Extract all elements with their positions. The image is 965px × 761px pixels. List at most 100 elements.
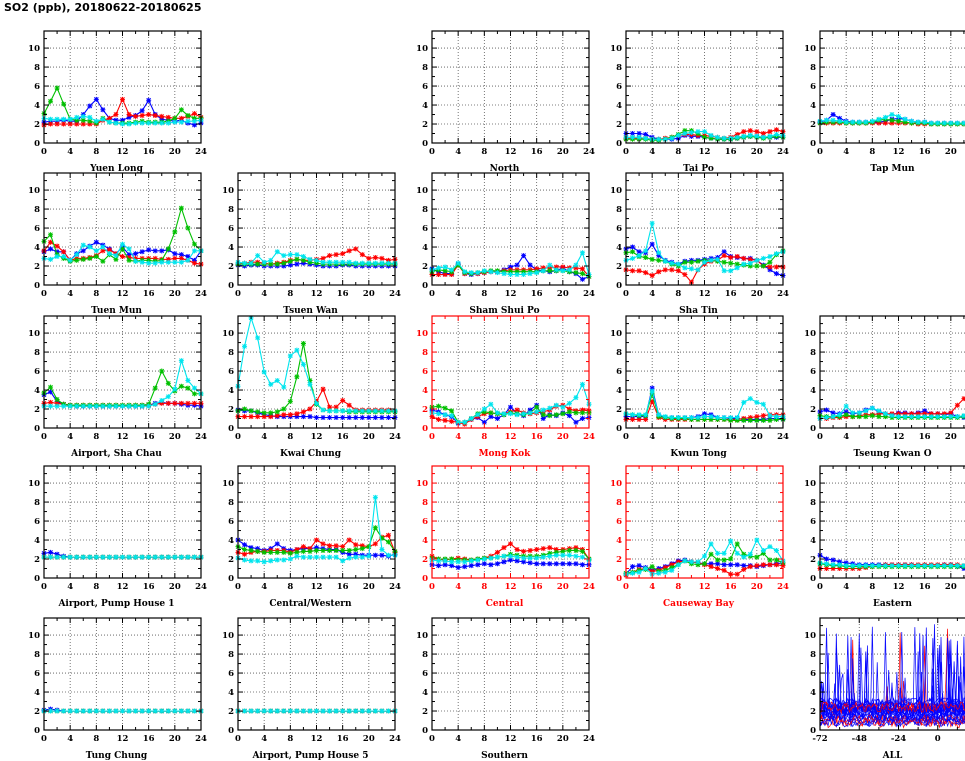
svg-text:24: 24 <box>389 582 401 592</box>
svg-text:2: 2 <box>228 262 234 272</box>
svg-text:4: 4 <box>261 432 267 442</box>
svg-text:4: 4 <box>843 432 849 442</box>
svg-text:20: 20 <box>945 147 957 157</box>
svg-text:12: 12 <box>117 734 129 744</box>
svg-text:8: 8 <box>287 289 293 299</box>
svg-text:12: 12 <box>311 432 323 442</box>
svg-text:0: 0 <box>623 582 629 592</box>
svg-text:8: 8 <box>481 147 487 157</box>
svg-text:12: 12 <box>505 734 517 744</box>
svg-text:8: 8 <box>422 348 428 358</box>
svg-text:0: 0 <box>34 424 40 434</box>
svg-text:12: 12 <box>505 432 517 442</box>
svg-text:0: 0 <box>422 281 428 291</box>
grid-lines <box>626 31 783 143</box>
svg-text:16: 16 <box>531 147 543 157</box>
svg-text:4: 4 <box>228 688 234 698</box>
svg-text:12: 12 <box>699 289 711 299</box>
svg-text:20: 20 <box>363 734 375 744</box>
svg-text:4: 4 <box>228 386 234 396</box>
panel-caption: Mong Kok <box>410 449 599 459</box>
svg-text:4: 4 <box>228 536 234 546</box>
svg-text:4: 4 <box>810 386 816 396</box>
svg-text:16: 16 <box>143 289 155 299</box>
svg-text:4: 4 <box>455 432 461 442</box>
grid-lines <box>238 173 395 285</box>
svg-text:4: 4 <box>67 432 73 442</box>
svg-text:2: 2 <box>422 405 428 415</box>
svg-text:0: 0 <box>41 147 47 157</box>
svg-text:20: 20 <box>363 582 375 592</box>
svg-text:8: 8 <box>810 348 816 358</box>
svg-text:0: 0 <box>228 574 234 584</box>
svg-text:10: 10 <box>804 479 816 489</box>
svg-text:0: 0 <box>429 582 435 592</box>
svg-text:8: 8 <box>422 63 428 73</box>
panel-caption: Southern <box>410 751 599 761</box>
svg-text:8: 8 <box>287 432 293 442</box>
svg-text:4: 4 <box>810 688 816 698</box>
svg-text:4: 4 <box>67 147 73 157</box>
svg-text:0: 0 <box>228 726 234 736</box>
svg-text:2: 2 <box>810 707 816 717</box>
svg-text:12: 12 <box>117 432 129 442</box>
svg-text:10: 10 <box>416 631 428 641</box>
svg-text:12: 12 <box>893 147 905 157</box>
svg-text:2: 2 <box>34 555 40 565</box>
svg-text:12: 12 <box>311 734 323 744</box>
svg-text:20: 20 <box>751 147 763 157</box>
svg-text:6: 6 <box>810 669 816 679</box>
panel-caption: ALL <box>798 751 965 761</box>
svg-text:0: 0 <box>235 289 241 299</box>
svg-text:8: 8 <box>93 734 99 744</box>
svg-text:0: 0 <box>235 582 241 592</box>
panel-caption: Tseung Kwan O <box>798 449 965 459</box>
svg-text:10: 10 <box>610 44 622 54</box>
svg-text:2: 2 <box>616 120 622 130</box>
svg-text:12: 12 <box>117 289 129 299</box>
svg-text:4: 4 <box>34 688 40 698</box>
svg-text:20: 20 <box>557 582 569 592</box>
svg-text:0: 0 <box>41 582 47 592</box>
data-series <box>818 553 965 571</box>
grid-lines <box>820 31 965 143</box>
svg-text:24: 24 <box>583 582 595 592</box>
panel-caption: Central <box>410 599 599 609</box>
svg-text:20: 20 <box>169 432 181 442</box>
panel-tseung-kwan-o: 024681004812162024Tseung Kwan O <box>798 311 965 448</box>
svg-text:10: 10 <box>804 329 816 339</box>
svg-text:20: 20 <box>945 432 957 442</box>
svg-text:0: 0 <box>41 432 47 442</box>
svg-text:2: 2 <box>810 120 816 130</box>
svg-text:6: 6 <box>228 224 234 234</box>
svg-text:12: 12 <box>893 432 905 442</box>
svg-text:12: 12 <box>117 582 129 592</box>
svg-text:0: 0 <box>235 734 241 744</box>
svg-text:0: 0 <box>34 281 40 291</box>
svg-text:6: 6 <box>616 82 622 92</box>
data-series <box>236 246 398 268</box>
svg-text:24: 24 <box>583 147 595 157</box>
panel-caption: Causeway Bay <box>604 599 793 609</box>
svg-text:4: 4 <box>810 536 816 546</box>
svg-text:16: 16 <box>531 734 543 744</box>
svg-text:4: 4 <box>422 386 428 396</box>
svg-text:2: 2 <box>810 405 816 415</box>
